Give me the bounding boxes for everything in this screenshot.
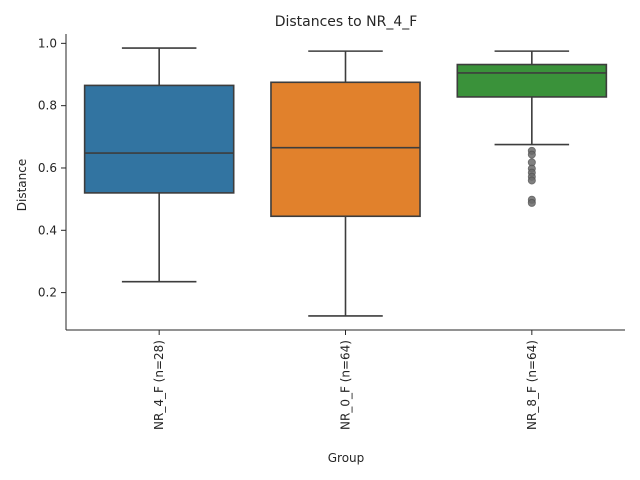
iqr-box xyxy=(83,84,235,194)
y-tick-label: 0.4 xyxy=(38,223,57,237)
x-tick-label: NR_8_F (n=64) xyxy=(525,340,539,430)
iqr-box xyxy=(270,81,421,218)
y-tick-label: 0.8 xyxy=(38,99,57,113)
y-tick-label: 0.6 xyxy=(38,161,57,175)
x-tick-label: NR_4_F (n=28) xyxy=(152,340,166,430)
box-group xyxy=(83,47,235,283)
chart-title: Distances to NR_4_F xyxy=(275,14,418,30)
outlier-point xyxy=(527,198,536,207)
boxes xyxy=(83,47,608,317)
iqr-box xyxy=(456,63,608,98)
y-tick-label: 0.2 xyxy=(38,286,57,300)
box-group xyxy=(456,50,608,207)
box-group xyxy=(270,50,421,317)
outlier-point xyxy=(527,176,536,185)
outlier-point xyxy=(527,150,536,159)
x-axis-label: Group xyxy=(328,451,365,465)
y-ticks: 0.2 0.4 0.6 0.8 1.0 xyxy=(38,36,66,300)
x-ticks: NR_4_F (n=28) NR_0_F (n=64) NR_8_F (n=64) xyxy=(152,330,539,430)
y-tick-label: 1.0 xyxy=(38,36,57,50)
x-tick-label: NR_0_F (n=64) xyxy=(339,340,353,430)
y-axis-label: Distance xyxy=(15,159,29,211)
